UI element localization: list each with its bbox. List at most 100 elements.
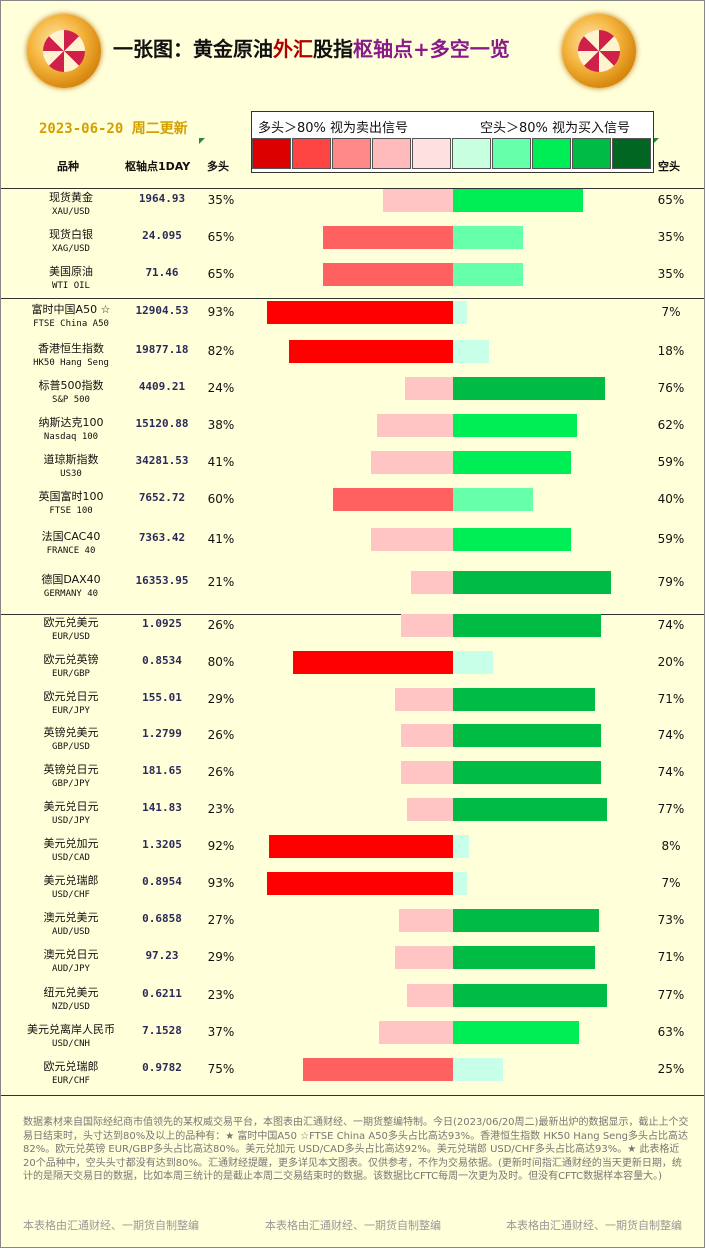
long-percent: 93% — [207, 876, 235, 890]
short-percent: 73% — [657, 913, 685, 927]
legend-swatch — [532, 138, 571, 169]
logo-right-icon — [562, 14, 636, 88]
instrument-code: GBP/USD — [52, 742, 90, 752]
long-percent: 65% — [207, 267, 235, 281]
instrument-name: 美元兑离岸人民币 — [27, 1023, 115, 1036]
instrument-name: 欧元兑瑞郎 — [43, 1060, 99, 1073]
short-bar — [453, 377, 605, 400]
long-bar — [371, 451, 453, 474]
short-bar — [453, 909, 599, 932]
row-instrument: 现货黄金 XAU/USD — [11, 191, 131, 219]
update-date: 2023-06-20 周二更新 — [39, 121, 188, 137]
long-percent: 75% — [207, 1062, 235, 1076]
long-bar — [401, 724, 453, 747]
long-percent: 41% — [207, 532, 235, 546]
long-percent: 80% — [207, 655, 235, 669]
long-bar — [267, 301, 453, 324]
pivot-value: 155.01 — [142, 691, 182, 704]
instrument-name: 现货白银 — [49, 228, 93, 241]
long-bar — [269, 835, 453, 858]
long-percent: 29% — [207, 950, 235, 964]
row-instrument: 欧元兑日元 EUR/JPY — [11, 690, 131, 718]
instrument-name: 英镑兑日元 — [43, 763, 99, 776]
short-bar — [453, 1058, 503, 1081]
legend-swatch — [492, 138, 531, 169]
instrument-code: EUR/JPY — [52, 706, 90, 716]
row-instrument: 标普500指数 S&P 500 — [11, 379, 131, 407]
short-bar — [453, 451, 571, 474]
long-percent: 65% — [207, 230, 235, 244]
row-instrument: 香港恒生指数 HK50 Hang Seng — [11, 342, 131, 370]
short-percent: 8% — [661, 839, 681, 853]
title-part: +多空一览 — [413, 37, 510, 61]
instrument-code: FRANCE 40 — [46, 546, 96, 556]
short-percent: 76% — [657, 381, 685, 395]
pivot-value: 24.095 — [142, 229, 182, 242]
short-bar — [453, 798, 607, 821]
col-header-long: 多头 — [207, 160, 229, 173]
long-percent: 37% — [207, 1025, 235, 1039]
instrument-name: 英国富时100 — [38, 490, 104, 503]
short-percent: 77% — [657, 988, 685, 1002]
long-bar — [405, 377, 453, 400]
pivot-value: 19877.18 — [135, 343, 189, 356]
short-percent: 65% — [657, 193, 685, 207]
short-bar — [453, 263, 523, 286]
short-percent: 62% — [657, 418, 685, 432]
instrument-code: XAG/USD — [52, 244, 90, 254]
short-bar — [453, 835, 469, 858]
short-percent: 7% — [661, 876, 681, 890]
long-bar — [411, 571, 453, 594]
long-percent: 35% — [207, 193, 235, 207]
instrument-code: GBP/JPY — [52, 779, 90, 789]
short-bar — [453, 724, 601, 747]
pivot-value: 0.6211 — [142, 987, 182, 1000]
instrument-name: 美元兑日元 — [43, 800, 99, 813]
instrument-code: USD/CHF — [52, 890, 90, 900]
legend-swatch — [332, 138, 371, 169]
pivot-value: 16353.95 — [135, 574, 189, 587]
footer-credit: 本表格由汇通财经、一期货自制整编 — [23, 1219, 199, 1232]
long-percent: 92% — [207, 839, 235, 853]
instrument-code: EUR/CHF — [52, 1076, 90, 1086]
row-instrument: 纽元兑美元 NZD/USD — [11, 986, 131, 1014]
long-percent: 60% — [207, 492, 235, 506]
short-percent: 63% — [657, 1025, 685, 1039]
short-bar — [453, 614, 601, 637]
long-percent: 26% — [207, 728, 235, 742]
col-header-short: 空头 — [658, 160, 680, 173]
row-instrument: 澳元兑美元 AUD/USD — [11, 911, 131, 939]
long-percent: 41% — [207, 455, 235, 469]
row-instrument: 道琼斯指数 US30 — [11, 453, 131, 481]
legend-short-text: 空头＞80% 视为买入信号 — [480, 121, 631, 136]
separator-line — [1, 188, 704, 189]
separator-line — [1, 298, 704, 299]
instrument-code: Nasdaq 100 — [43, 432, 99, 442]
legend-swatch — [292, 138, 331, 169]
short-bar — [453, 571, 611, 594]
row-instrument: 欧元兑美元 EUR/USD — [11, 616, 131, 644]
instrument-code: USD/CNH — [52, 1039, 90, 1049]
short-percent: 59% — [657, 455, 685, 469]
instrument-code: GERMANY 40 — [43, 589, 99, 599]
instrument-code: AUD/JPY — [52, 964, 90, 974]
legend-long-text: 多头＞80% 视为卖出信号 — [258, 121, 409, 136]
instrument-name: 美国原油 — [49, 265, 93, 278]
pivot-value: 141.83 — [142, 801, 182, 814]
short-percent: 74% — [657, 618, 685, 632]
short-bar — [453, 414, 577, 437]
footer-note: 数据素材来自国际经纪商市值领先的某权威交易平台，本图表由汇通财经、一期货整编特制… — [23, 1117, 689, 1182]
row-instrument: 美元兑离岸人民币 USD/CNH — [11, 1023, 131, 1051]
pivot-value: 1964.93 — [138, 192, 186, 205]
short-bar — [453, 946, 595, 969]
pivot-value: 1.2799 — [142, 727, 182, 740]
pivot-value: 4409.21 — [138, 380, 186, 393]
short-bar — [453, 651, 493, 674]
row-instrument: 澳元兑日元 AUD/JPY — [11, 948, 131, 976]
long-percent: 26% — [207, 618, 235, 632]
instrument-name: 美元兑加元 — [43, 837, 99, 850]
instrument-code: USD/CAD — [52, 853, 90, 863]
short-bar — [453, 984, 607, 1007]
instrument-name: 富时中国A50 ☆ — [31, 303, 111, 316]
pivot-value: 97.23 — [145, 949, 179, 962]
